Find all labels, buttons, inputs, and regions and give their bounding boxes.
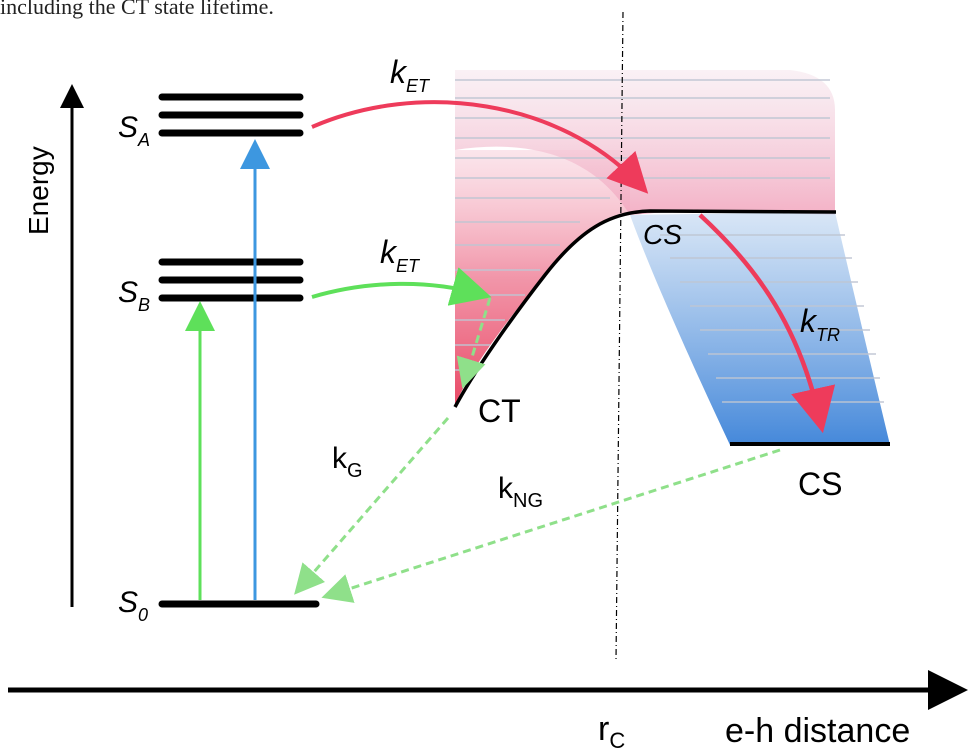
s0-label: S0 — [118, 586, 148, 625]
rc-label: rC — [598, 710, 625, 751]
sa-levels — [158, 93, 304, 137]
ktr-red-arrow — [698, 213, 836, 434]
vibrational-lines — [455, 79, 884, 403]
kng-dashed-arrow — [321, 448, 781, 603]
relax-dashed-arrow — [456, 297, 492, 389]
ket-top-label: kET — [390, 54, 431, 96]
sb-label: SB — [118, 276, 150, 315]
energy-axis-label: Energy — [23, 146, 54, 235]
sa-label: SA — [118, 111, 150, 150]
ket-red-arrow — [311, 100, 649, 194]
rc-dashed-line — [615, 11, 624, 661]
kg-label: kG — [332, 442, 363, 482]
ct-manifold-fill — [455, 150, 630, 405]
cs-lower-state-label: CS — [798, 466, 842, 502]
caption-text: including the CT state lifetime. — [0, 0, 274, 19]
kng-label: kNG — [498, 472, 543, 512]
distance-axis-label: e-h distance — [725, 712, 910, 750]
ket-mid-label: kET — [380, 234, 421, 276]
kg-dashed-arrow — [294, 417, 450, 595]
ct-state-label: CT — [478, 393, 521, 429]
sb-levels — [158, 258, 304, 302]
ket-green-arrow — [311, 267, 492, 306]
cs-upper-state-label: CS — [643, 219, 682, 250]
ktr-label: kTR — [800, 303, 840, 345]
